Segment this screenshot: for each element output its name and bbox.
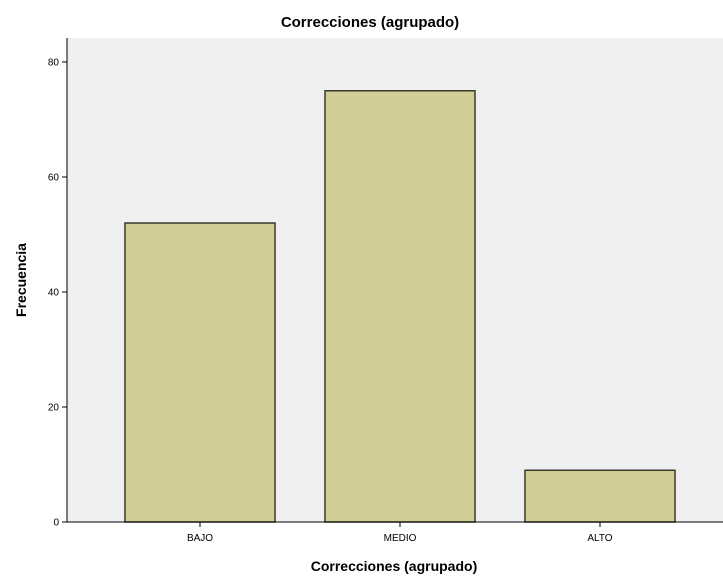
axes-layer: BAJO MEDIO ALTO 0 20 40 60 80 <box>48 38 723 544</box>
x-tick-label: MEDIO <box>384 533 417 544</box>
x-tick-label: ALTO <box>587 533 612 544</box>
y-axis-title: Frecuencia <box>13 243 29 317</box>
x-axis-title: Correcciones (agrupado) <box>311 558 477 574</box>
y-tick-label: 80 <box>48 58 60 69</box>
bar-bajo <box>124 222 276 523</box>
y-tick-label: 20 <box>48 403 60 414</box>
chart-title: Correcciones (agrupado) <box>281 14 459 31</box>
y-tick-label: 40 <box>48 288 60 299</box>
x-tick-label: BAJO <box>187 533 213 544</box>
bars-layer <box>124 90 676 523</box>
y-tick-label: 0 <box>53 518 59 529</box>
y-tick-label: 60 <box>48 173 60 184</box>
bar-medio <box>324 90 476 523</box>
bar-alto <box>524 469 676 523</box>
